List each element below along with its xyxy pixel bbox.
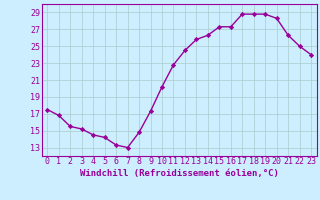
X-axis label: Windchill (Refroidissement éolien,°C): Windchill (Refroidissement éolien,°C) — [80, 169, 279, 178]
